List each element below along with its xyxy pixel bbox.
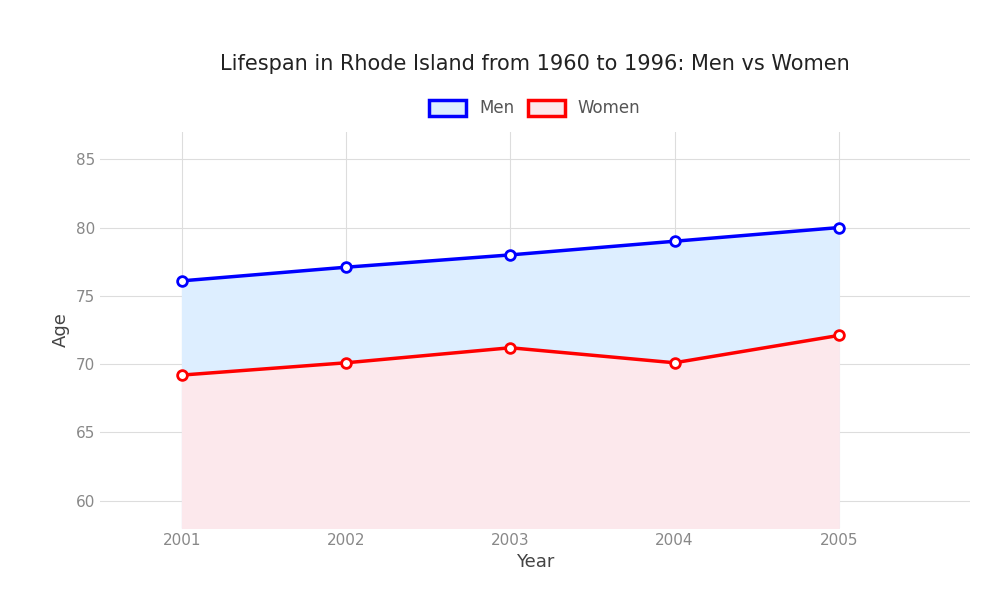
Legend: Men, Women: Men, Women — [423, 93, 647, 124]
X-axis label: Year: Year — [516, 553, 554, 571]
Title: Lifespan in Rhode Island from 1960 to 1996: Men vs Women: Lifespan in Rhode Island from 1960 to 19… — [220, 53, 850, 73]
Y-axis label: Age: Age — [52, 313, 70, 347]
